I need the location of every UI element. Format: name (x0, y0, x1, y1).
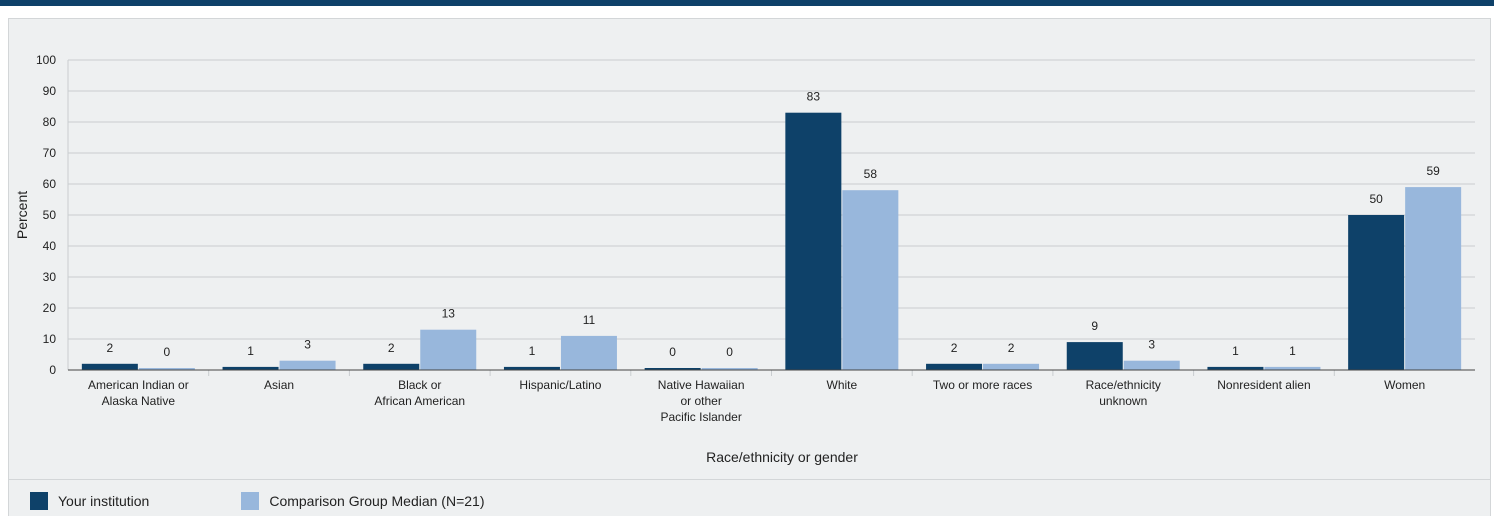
x-tick-label-line-4-1: or other (680, 394, 721, 408)
y-tick-label-60: 60 (43, 177, 57, 191)
x-tick-label-line-2-0: Black or (398, 378, 441, 392)
bar-comparison-8 (1264, 366, 1321, 370)
y-tick-label-40: 40 (43, 239, 57, 253)
data-label-institution-7: 9 (1091, 319, 1098, 333)
bar-comparison-4 (701, 368, 758, 370)
bar-comparison-5 (842, 190, 899, 370)
bar-institution-4 (644, 368, 701, 370)
bar-institution-3 (503, 366, 560, 370)
legend-label-comparison-median: Comparison Group Median (N=21) (269, 493, 485, 509)
data-label-institution-5: 83 (807, 90, 821, 104)
y-tick-label-20: 20 (43, 301, 57, 315)
bar-institution-6 (926, 363, 983, 370)
x-axis-title: Race/ethnicity or gender (706, 449, 858, 465)
legend-item-your-institution: Your institution (30, 492, 149, 510)
legend-label-your-institution: Your institution (58, 493, 150, 509)
y-axis-ticks: 0 10 20 30 40 50 60 70 80 90 100 (36, 53, 56, 377)
bar-comparison-9 (1405, 187, 1462, 370)
x-tick-label-line-7-1: unknown (1099, 394, 1147, 408)
bar-comparison-7 (1123, 360, 1180, 370)
y-tick-label-0: 0 (49, 363, 56, 377)
legend-swatch-your-institution (30, 492, 48, 510)
x-tick-label-4: Native Hawaiian or other Pacific Islander (658, 378, 745, 424)
data-label-institution-6: 2 (951, 341, 958, 355)
x-tick-label-line-5-0: White (827, 378, 858, 392)
bar-institution-9 (1348, 215, 1405, 370)
y-tick-label-90: 90 (43, 84, 57, 98)
data-label-comparison-9: 59 (1426, 164, 1440, 178)
x-axis-ticks: American Indian or Alaska Native Asian Blac… (88, 370, 1425, 424)
bar-comparison-1 (279, 360, 336, 370)
bar-institution-7 (1066, 342, 1123, 370)
y-tick-label-50: 50 (43, 208, 57, 222)
x-tick-label-line-8-0: Nonresident alien (1217, 378, 1310, 392)
data-label-institution-9: 50 (1369, 192, 1383, 206)
x-tick-label-line-4-2: Pacific Islander (660, 410, 741, 424)
x-tick-label-8: Nonresident alien (1217, 378, 1310, 392)
x-tick-label-line-3-0: Hispanic/Latino (519, 378, 601, 392)
chart-panel (8, 18, 1491, 480)
bar-comparison-6 (983, 363, 1040, 370)
x-tick-label-9: Women (1384, 378, 1425, 392)
data-label-comparison-2: 13 (442, 307, 456, 321)
y-axis-title: Percent (14, 191, 30, 239)
x-tick-label-line-7-0: Race/ethnicity (1086, 378, 1161, 392)
data-label-comparison-8: 1 (1289, 344, 1296, 358)
x-tick-label-line-1-0: Asian (264, 378, 294, 392)
data-label-institution-0: 2 (107, 341, 114, 355)
x-tick-label-line-0-0: American Indian or (88, 378, 189, 392)
bar-institution-2 (363, 363, 420, 370)
x-tick-label-3: Hispanic/Latino (519, 378, 601, 392)
grid-lines (67, 59, 1475, 371)
bar-institution-5 (785, 112, 842, 370)
data-label-comparison-6: 2 (1008, 341, 1015, 355)
bar-comparison-3 (560, 335, 617, 370)
data-label-comparison-5: 58 (864, 167, 878, 181)
y-tick-label-80: 80 (43, 115, 57, 129)
bar-institution-0 (81, 363, 138, 370)
data-label-institution-8: 1 (1232, 344, 1239, 358)
data-label-comparison-0: 0 (164, 345, 171, 359)
data-label-institution-3: 1 (529, 344, 536, 358)
y-tick-label-70: 70 (43, 146, 57, 160)
y-tick-label-10: 10 (43, 332, 57, 346)
bar-comparison-2 (420, 329, 477, 370)
bar-institution-1 (222, 366, 279, 370)
x-tick-label-1: Asian (264, 378, 294, 392)
x-tick-label-line-2-1: African American (374, 394, 465, 408)
x-tick-label-7: Race/ethnicity unknown (1086, 378, 1161, 408)
x-tick-label-line-0-1: Alaska Native (102, 394, 176, 408)
legend-item-comparison-median: Comparison Group Median (N=21) (241, 492, 484, 510)
data-label-comparison-7: 3 (1148, 338, 1155, 352)
x-tick-label-line-9-0: Women (1384, 378, 1425, 392)
bar-institution-8 (1207, 366, 1264, 370)
top-accent-bar (0, 0, 1494, 6)
data-label-comparison-1: 3 (304, 338, 311, 352)
data-label-institution-1: 1 (247, 344, 254, 358)
data-label-comparison-4: 0 (726, 345, 733, 359)
x-tick-label-line-4-0: Native Hawaiian (658, 378, 745, 392)
data-label-institution-2: 2 (388, 341, 395, 355)
bar-comparison-0 (138, 368, 195, 370)
x-tick-label-2: Black or African American (374, 378, 465, 408)
x-tick-label-6: Two or more races (933, 378, 1032, 392)
x-tick-label-0: American Indian or Alaska Native (88, 378, 189, 408)
x-tick-label-line-6-0: Two or more races (933, 378, 1032, 392)
x-tick-label-5: White (827, 378, 858, 392)
data-label-comparison-3: 11 (583, 313, 596, 327)
y-tick-label-100: 100 (36, 53, 56, 67)
legend: Your institution Comparison Group Median… (30, 492, 576, 510)
y-tick-label-30: 30 (43, 270, 57, 284)
legend-swatch-comparison-median (241, 492, 260, 510)
data-label-institution-4: 0 (669, 345, 676, 359)
